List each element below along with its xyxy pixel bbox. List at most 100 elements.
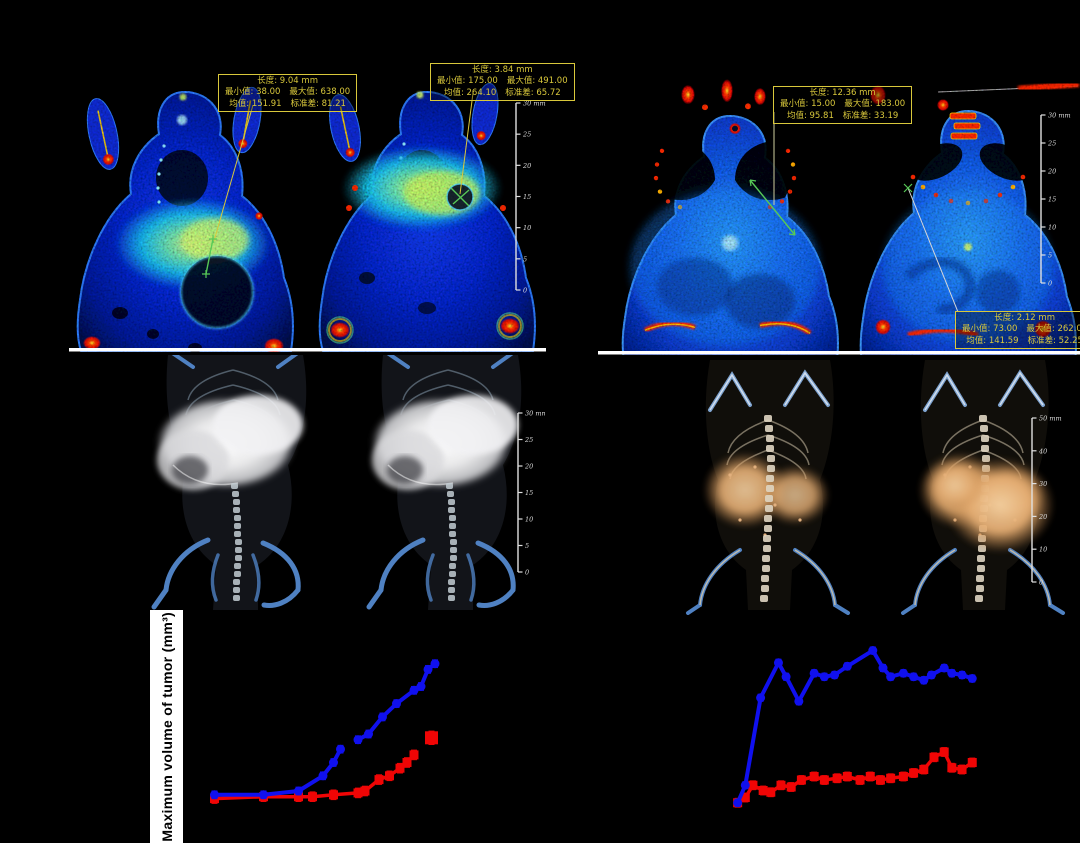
ruler-tick-label: 30 mm — [523, 100, 546, 108]
data-point — [409, 685, 419, 695]
ruler-tick-label: 0 — [1039, 579, 1043, 587]
annotation-mean: 均值: 151.91 — [229, 98, 282, 109]
lung-right — [979, 143, 1033, 181]
data-point — [786, 782, 796, 792]
spine — [760, 415, 775, 602]
data-point — [842, 661, 852, 671]
ruler-tick-label: 40 — [1038, 447, 1047, 455]
hip-hotspots — [326, 312, 524, 344]
data-point — [819, 775, 829, 785]
data-point — [957, 765, 967, 774]
mouse1-right-ear — [232, 86, 262, 154]
data-point — [926, 670, 936, 680]
hindlimb-bones — [151, 537, 301, 610]
annotation-max: 最大值: 638.00 — [289, 87, 351, 98]
tumor-volume-chart-right — [733, 646, 977, 808]
y-axis-title: Maximum volume of tumor (mm³) — [158, 611, 175, 842]
ruler-tick-label: 0 — [523, 287, 527, 295]
data-point — [967, 758, 977, 767]
data-point — [939, 663, 949, 673]
data-point — [766, 787, 776, 797]
data-point — [809, 668, 819, 678]
annotation-sd: 标准差: 33.19 — [842, 110, 899, 121]
annotation-mean: 均值: 141.59 — [966, 335, 1019, 346]
measurement-line-2 — [450, 92, 474, 207]
ruler-tick-label: 20 — [522, 162, 531, 170]
scale-ruler: 30 mm 25 20 15 10 5 0 — [517, 410, 545, 577]
scale-ruler: 30 mm 25 20 15 10 5 0 — [1040, 112, 1071, 288]
data-point — [740, 780, 750, 790]
data-point — [756, 693, 766, 703]
data-point — [318, 771, 328, 781]
ruler-tick-label: 20 — [1038, 513, 1047, 521]
data-point — [842, 772, 852, 781]
head-cavity — [156, 150, 208, 206]
data-point — [353, 735, 363, 745]
data-point — [378, 712, 387, 722]
y-axis-label-strip: Maximum volume of tumor (mm³) — [150, 610, 183, 843]
data-point — [776, 780, 786, 790]
divider-line — [69, 348, 546, 352]
data-point — [909, 768, 919, 778]
render-mouse-2 — [369, 355, 521, 610]
data-point — [385, 771, 394, 781]
data-point — [329, 758, 338, 767]
data-point — [392, 699, 401, 709]
data-point — [353, 788, 363, 798]
data-point — [865, 772, 875, 781]
data-point — [374, 775, 384, 785]
data-point — [967, 674, 977, 683]
data-point — [886, 672, 896, 682]
annotation-sd: 标准差: 65.72 — [505, 87, 561, 98]
data-point — [875, 775, 885, 785]
series-red-squares — [210, 749, 419, 804]
data-point — [294, 792, 303, 802]
annotation-mean: 均值: 95.81 — [786, 110, 834, 121]
ruler-tick-label: 15 — [1048, 196, 1056, 204]
data-point — [329, 790, 338, 800]
render-mouse-1 — [151, 355, 307, 610]
annotation-min: 最小值: 15.00 — [780, 99, 836, 110]
render-mouse-4 — [903, 360, 1063, 613]
tumor-dark-region — [181, 256, 253, 328]
sternum-hotspots — [949, 112, 981, 140]
series-red-squares — [733, 747, 977, 808]
ruler-tick-label: 5 — [1048, 252, 1052, 260]
data-point — [886, 773, 896, 783]
data-point — [402, 758, 412, 767]
ruler-tick-label: 25 — [522, 131, 531, 139]
data-point — [868, 646, 878, 655]
measurement-annotation-1: 长度: 9.04 mm 最小值: 38.00 最大值: 638.00 均值: 1… — [218, 74, 358, 113]
lung-right — [735, 141, 790, 201]
data-point — [939, 747, 949, 757]
ct-mouse-4 — [859, 81, 1080, 355]
data-point — [430, 659, 440, 669]
ruler-tick-label: 30 — [1039, 480, 1047, 488]
measurement-annotation-2: 长度: 3.84 mm 最小值: 175.00 最大值: 491.00 均值: … — [430, 63, 575, 102]
ruler-tick-label: 15 — [525, 489, 533, 497]
lung-left — [660, 141, 715, 201]
ct-panel-right: 30 mm 25 20 15 10 5 0 — [598, 79, 1080, 355]
ruler-tick-label: 30 mm — [525, 410, 545, 418]
lung-left — [909, 143, 963, 181]
ruler-tick-label: 20 — [1047, 168, 1056, 176]
annotation-length: 长度: 3.84 mm — [471, 65, 533, 75]
data-point — [364, 729, 373, 739]
data-point — [395, 763, 405, 773]
series-blue-circles — [210, 659, 440, 800]
data-point — [898, 772, 908, 781]
data-point — [758, 786, 768, 795]
data-point — [957, 670, 967, 680]
ct-mouse-3 — [621, 79, 839, 355]
ruler-tick-label: 10 — [523, 224, 531, 232]
data-point — [855, 775, 865, 785]
data-point — [898, 668, 908, 678]
forelimb-bones — [171, 355, 299, 369]
ruler-tick-label: 0 — [1048, 280, 1052, 288]
series-red-detached-marker — [425, 730, 438, 745]
data-point — [210, 790, 219, 800]
annotation-sd: 标准差: 81.21 — [290, 98, 346, 109]
ct-mouse-1 — [76, 86, 294, 352]
top-edge-hotspot — [1017, 81, 1080, 92]
head-bright-spot — [179, 93, 187, 101]
